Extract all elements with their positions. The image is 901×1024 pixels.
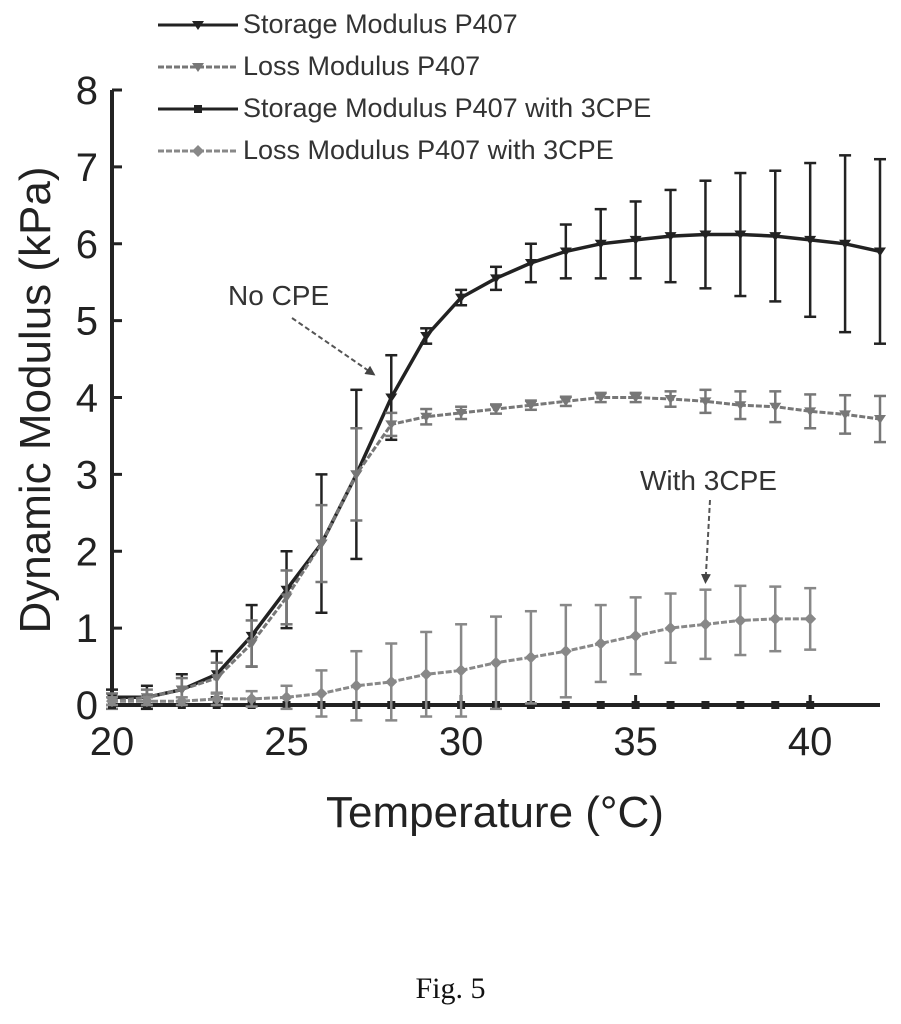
loss-modulus-p407-point [211,674,223,683]
y-tick-label-0: 0 [76,684,98,728]
loss-modulus-p407-with-3cpe-point [769,613,781,625]
x-tick-label-40: 40 [788,720,833,764]
annotation-no-cpe-label: No CPE [228,280,329,311]
loss-modulus-p407-with-3cpe-point [420,668,432,680]
loss-modulus-p407-with-3cpe-point [281,691,293,703]
loss-modulus-p407-with-3cpe-point [490,657,502,669]
y-tick-label-2: 2 [76,530,98,574]
storage-modulus-p407-point [420,332,432,341]
x-tick-label-25: 25 [264,720,309,764]
loss-modulus-p407-with-3cpe-point [385,676,397,688]
loss-modulus-p407-with-3cpe-point [350,680,362,692]
legend-item-storage-modulus-p407-with-3cpe: Storage Modulus P407 with 3CPE [158,93,651,123]
y-tick-label-1: 1 [76,607,98,651]
loss-modulus-p407-with-3cpe-point [665,622,677,634]
loss-modulus-p407-with-3cpe-point [455,664,467,676]
legend-marker-storage-modulus-p407-with-3cpe [194,105,202,113]
loss-modulus-p407-with-3cpe-point [525,651,537,663]
y-axis-title: Dynamic Modulus (kPa) [11,166,60,633]
loss-modulus-p407-with-3cpe-point [699,618,711,630]
loss-modulus-p407-with-3cpe-point [560,645,572,657]
annotation-no-cpe: No CPE [228,280,374,374]
legend-item-loss-modulus-p407-with-3cpe: Loss Modulus P407 with 3CPE [158,135,614,165]
y-tick-label-5: 5 [76,300,98,344]
legend-item-storage-modulus-p407: Storage Modulus P407 [158,9,518,39]
storage-modulus-p407-with-3cpe-point [632,701,640,709]
annotation-with-3cpe-label: With 3CPE [640,465,777,496]
loss-modulus-p407-point [246,640,258,649]
legend: Storage Modulus P407 Loss Modulus P407 Sto… [158,9,651,165]
annotation-with-3cpe-arrow [706,500,711,582]
loss-modulus-p407-with-3cpe-point [804,613,816,625]
annotation-no-cpe-arrow [292,318,374,374]
storage-modulus-p407-with-3cpe-point [562,701,570,709]
storage-modulus-p407-with-3cpe-point [597,701,605,709]
series-loss-modulus-p407-with-3cpe [106,586,816,721]
storage-modulus-p407-point [385,394,397,403]
storage-modulus-p407-with-3cpe-point [771,701,779,709]
loss-modulus-p407-with-3cpe-point [315,687,327,699]
x-axis-title: Temperature (°C) [326,788,664,837]
y-tick-label-3: 3 [76,453,98,497]
legend-label-loss-modulus-p407: Loss Modulus P407 [243,51,480,81]
storage-modulus-p407-with-3cpe-point [701,701,709,709]
loss-modulus-p407-with-3cpe-point [734,614,746,626]
legend-item-loss-modulus-p407: Loss Modulus P407 [158,51,480,81]
storage-modulus-p407-with-3cpe-point [667,701,675,709]
y-tick-label-6: 6 [76,223,98,267]
y-tick-label-4: 4 [76,377,98,421]
legend-label-storage-modulus-p407-with-3cpe: Storage Modulus P407 with 3CPE [243,93,651,123]
y-tick-label-7: 7 [76,146,98,190]
loss-modulus-p407-point [769,403,781,412]
storage-modulus-p407-with-3cpe-point [806,701,814,709]
legend-label-storage-modulus-p407: Storage Modulus P407 [243,9,518,39]
storage-modulus-p407-with-3cpe-point [736,701,744,709]
loss-modulus-p407-with-3cpe-point [595,638,607,650]
x-tick-label-30: 30 [439,720,484,764]
loss-modulus-p407-point [350,470,362,479]
loss-modulus-p407-point [665,395,677,404]
figure-caption: Fig. 5 [0,972,901,1006]
legend-marker-loss-modulus-p407-with-3cpe [192,145,204,157]
x-tick-label-35: 35 [613,720,658,764]
annotation-with-3cpe: With 3CPE [640,465,777,582]
legend-label-loss-modulus-p407-with-3cpe: Loss Modulus P407 with 3CPE [243,135,614,165]
loss-modulus-p407-with-3cpe-point [630,630,642,642]
y-tick-label-8: 8 [76,69,98,113]
chart: 2025303540012345678 Temperature (°C) Dyn… [0,0,901,880]
